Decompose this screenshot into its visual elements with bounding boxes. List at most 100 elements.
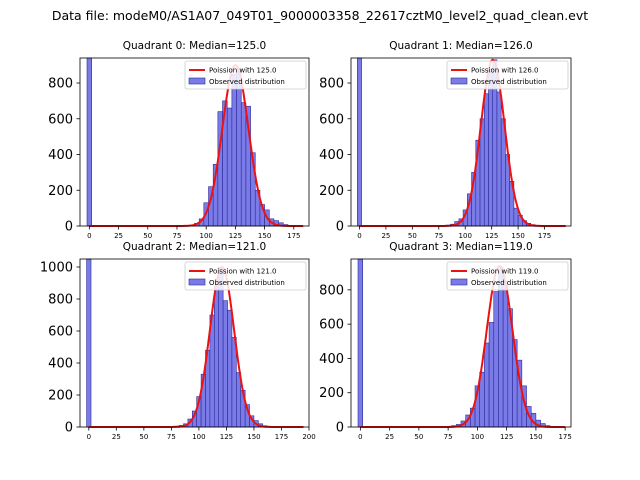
x-tick-label: 25 [381,232,390,240]
x-tick-label: 0 [357,232,361,240]
legend-label-observed: Observed distribution [209,279,285,287]
x-tick-label: 25 [112,433,121,441]
y-tick-label: 400 [319,352,344,367]
x-tick-label: 75 [444,433,453,441]
legend-label-poisson: Poission with 126.0 [471,67,539,75]
axes-frame [350,57,572,227]
histogram-bar [231,73,237,227]
legend-bar-swatch [188,278,206,286]
legend-label-observed: Observed distribution [209,78,285,86]
x-tick-label: 175 [538,232,551,240]
histogram-bar [240,102,247,227]
histogram-bar [498,267,504,428]
y-tick-label: 200 [319,184,344,199]
y-tick-label: 400 [319,148,344,163]
legend-box [446,60,569,90]
x-tick-label: 175 [287,232,300,240]
x-tick-label: 50 [408,232,417,240]
histogram-bar [226,107,233,227]
y-tick-label: 400 [48,148,73,163]
y-tick-label: 800 [48,293,73,308]
legend-box [184,261,307,291]
panel-title: Quadrant 3: Median=119.0 [389,241,532,253]
histogram-bar [488,322,495,428]
axes-frame [79,258,310,428]
x-tick-label: 50 [143,232,152,240]
y-tick-label: 600 [319,112,344,127]
x-tick-label: 100 [471,433,484,441]
x-tick-label: 125 [485,232,498,240]
histogram-bar [227,309,233,428]
y-tick-label: 600 [319,318,344,333]
histogram-bar [236,68,242,227]
x-tick-label: 175 [558,433,571,441]
legend-box [184,60,307,90]
x-tick-label: 0 [358,433,362,441]
legend-box [446,261,569,291]
y-tick-label: 1000 [40,261,73,276]
axes-frame [79,57,310,227]
legend-bar-swatch [450,278,468,286]
x-tick-label: 25 [114,232,123,240]
histogram-bar [496,91,502,227]
y-tick-label: 400 [48,357,73,372]
histogram-bar [86,57,92,227]
panel-title: Quadrant 2: Median=121.0 [123,241,266,253]
y-tick-label: 0 [336,421,344,436]
legend-bar-swatch [450,77,468,85]
x-tick-label: 75 [167,433,176,441]
x-tick-label: 150 [247,433,260,441]
y-tick-label: 800 [319,283,344,298]
y-tick-label: 0 [65,220,73,235]
histogram-bar [502,280,509,428]
histogram-bar [222,300,228,428]
axes-frame [350,258,572,428]
x-tick-label: 50 [414,433,423,441]
x-tick-label: 0 [87,232,91,240]
panel-title: Quadrant 1: Median=126.0 [389,40,532,52]
chart-quadrant-1: 0 25 50 75 100 125 150 175 0 200 400 600 800 Quadrant… [319,40,572,240]
chart-quadrant-3: 0 25 50 75 100 125 150 175 0 200 400 600 800 Quadrant… [319,241,572,441]
legend-label-poisson: Poission with 121.0 [209,268,277,276]
legend-label-poisson: Poission with 119.0 [471,268,539,276]
figure-suptitle: Data file: modeM0/AS1A07_049T01_90000033… [51,8,589,23]
y-tick-label: 800 [48,77,73,92]
x-tick-label: 125 [229,232,242,240]
histogram-bar [488,68,494,227]
histogram-bar [218,266,224,428]
histogram-bar [513,207,519,227]
x-tick-label: 25 [385,433,394,441]
panel-title: Quadrant 0: Median=125.0 [123,40,266,52]
histogram-bar [484,342,490,428]
x-tick-label: 75 [434,232,443,240]
y-tick-label: 0 [336,220,344,235]
x-tick-label: 150 [529,433,542,441]
x-tick-label: 0 [87,433,91,441]
chart-quadrant-0: 0 25 50 75 100 125 150 175 0 200 400 600 800 Quadrant… [48,40,310,240]
x-tick-label: 200 [302,433,315,441]
x-tick-label: 125 [220,433,233,441]
chart-quadrant-2: 0 25 50 75 100 125 150 175 200 0 200 400 600 800 1000 Q… [40,241,316,441]
poisson-line [88,265,304,428]
x-tick-label: 100 [459,232,472,240]
histogram-bar [493,291,499,428]
y-tick-label: 800 [319,77,344,92]
x-tick-label: 75 [173,232,182,240]
x-tick-label: 150 [258,232,271,240]
histogram-bar [86,258,92,428]
legend-label-poisson: Poission with 125.0 [209,67,277,75]
y-tick-label: 200 [48,184,73,199]
y-tick-label: 200 [319,386,344,401]
histogram-bar [357,258,364,428]
x-tick-label: 50 [139,433,148,441]
histogram-bar [231,337,237,428]
legend-bar-swatch [188,77,206,85]
x-tick-label: 175 [275,433,288,441]
x-tick-label: 125 [500,433,513,441]
y-tick-label: 200 [48,389,73,404]
x-tick-label: 100 [192,433,205,441]
histogram-bar [357,57,362,227]
y-tick-label: 600 [48,325,73,340]
histogram-bar [483,93,489,227]
